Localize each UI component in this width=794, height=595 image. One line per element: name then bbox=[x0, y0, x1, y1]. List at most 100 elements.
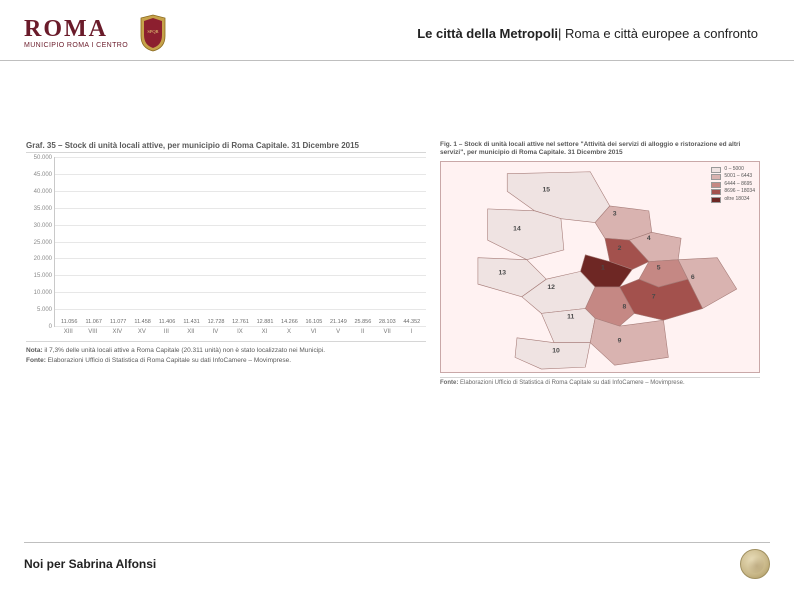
note-text: il 7,3% delle unità locali attive a Roma… bbox=[43, 347, 325, 354]
bar-wrap: 12.761 bbox=[228, 319, 252, 326]
x-tick-label: III bbox=[154, 329, 179, 335]
map-legend: 0 – 50005001 – 64436444 – 86958696 – 180… bbox=[711, 166, 755, 204]
legend-label: 8696 – 18034 bbox=[724, 188, 755, 196]
gridline: 20.000 bbox=[55, 258, 426, 259]
header-title: Le città della Metropoli| Roma e città e… bbox=[417, 26, 770, 41]
logo-subtitle: MUNICIPIO ROMA I CENTRO bbox=[24, 42, 128, 49]
bar-wrap: 16.105 bbox=[302, 319, 326, 326]
map-region-label: 12 bbox=[547, 284, 555, 291]
note-label: Nota: bbox=[26, 347, 43, 354]
x-tick-label: XIII bbox=[56, 329, 81, 335]
gridline: 5.000 bbox=[55, 309, 426, 310]
legend-row: oltre 18034 bbox=[711, 196, 755, 204]
bar-wrap: 25.856 bbox=[351, 319, 375, 326]
legend-row: 8696 – 18034 bbox=[711, 188, 755, 196]
bar-wrap: 11.431 bbox=[179, 319, 203, 326]
bar-chart: 11.05611.06711.07711.45811.40611.43112.7… bbox=[54, 157, 426, 327]
bar-value-label: 21.149 bbox=[330, 319, 347, 325]
map-source-text: Elaborazioni Ufficio di Statistica di Ro… bbox=[458, 380, 684, 386]
map-region-label: 4 bbox=[647, 235, 651, 242]
bar-value-label: 44.352 bbox=[403, 319, 420, 325]
bar-wrap: 28.103 bbox=[375, 319, 399, 326]
gridline: 10.000 bbox=[55, 292, 426, 293]
x-tick-label: XV bbox=[130, 329, 155, 335]
chart-panel: Graf. 35 – Stock di unità locali attive,… bbox=[26, 141, 426, 386]
x-tick-label: I bbox=[399, 329, 424, 335]
x-tick-label: IX bbox=[228, 329, 253, 335]
x-tick-label: IV bbox=[203, 329, 228, 335]
legend-swatch bbox=[711, 167, 721, 173]
bar-value-label: 16.105 bbox=[306, 319, 323, 325]
bar-value-label: 25.856 bbox=[354, 319, 371, 325]
gridline: 15.000 bbox=[55, 275, 426, 276]
bar-value-label: 28.103 bbox=[379, 319, 396, 325]
legend-row: 0 – 5000 bbox=[711, 166, 755, 174]
gridline: 50.000 bbox=[55, 157, 426, 158]
map-region-label: 3 bbox=[613, 211, 617, 218]
y-tick-label: 50.000 bbox=[34, 155, 52, 161]
map-title-prefix: Fig. 1 – Stock di unità locali attive ne… bbox=[440, 141, 740, 156]
y-tick-label: 25.000 bbox=[34, 240, 52, 246]
bar-wrap: 12.728 bbox=[204, 319, 228, 326]
y-tick-label: 20.000 bbox=[34, 256, 52, 262]
map-region-label: 15 bbox=[542, 186, 550, 193]
legend-row: 5001 – 6443 bbox=[711, 173, 755, 181]
bar-value-label: 11.077 bbox=[110, 319, 126, 325]
map-region-label: 5 bbox=[657, 264, 661, 271]
logo-text-block: ROMA MUNICIPIO ROMA I CENTRO bbox=[24, 17, 128, 49]
map-region-label: 7 bbox=[652, 294, 656, 301]
source-label: Fonte: bbox=[26, 357, 46, 364]
bar-value-label: 11.406 bbox=[159, 319, 175, 325]
source-text: Elaborazioni Ufficio di Statistica di Ro… bbox=[46, 357, 291, 364]
header-title-bold: Le città della Metropoli bbox=[417, 26, 558, 41]
gridline: 0 bbox=[55, 326, 426, 327]
bar-value-label: 11.067 bbox=[85, 319, 101, 325]
x-tick-label: X bbox=[277, 329, 302, 335]
map-region-label: 8 bbox=[623, 303, 627, 310]
bar-wrap: 11.056 bbox=[57, 319, 81, 326]
header-title-rest: | Roma e città europee a confronto bbox=[558, 26, 758, 41]
x-tick-label: VIII bbox=[81, 329, 106, 335]
bar-value-label: 12.728 bbox=[208, 319, 225, 325]
legend-swatch bbox=[711, 197, 721, 203]
bar-wrap: 11.077 bbox=[106, 319, 130, 326]
svg-text:SPQR: SPQR bbox=[147, 29, 158, 34]
map-title: Fig. 1 – Stock di unità locali attive ne… bbox=[440, 141, 760, 158]
x-axis-labels: XIIIVIIIXIVXVIIIXIIIVIXXIXVIVIIVIII bbox=[54, 327, 426, 335]
map-region-label: 14 bbox=[513, 225, 521, 232]
legend-label: 6444 – 8695 bbox=[724, 181, 752, 189]
header: ROMA MUNICIPIO ROMA I CENTRO SPQR Le cit… bbox=[0, 0, 794, 61]
gridline: 40.000 bbox=[55, 191, 426, 192]
choropleth-map: 151413342156781211910 0 – 50005001 – 644… bbox=[440, 161, 760, 373]
map-region bbox=[590, 318, 668, 365]
legend-label: 0 – 5000 bbox=[724, 166, 743, 174]
legend-swatch bbox=[711, 174, 721, 180]
legend-swatch bbox=[711, 189, 721, 195]
x-tick-label: V bbox=[326, 329, 351, 335]
bar-value-label: 11.431 bbox=[183, 319, 199, 325]
logo-block: ROMA MUNICIPIO ROMA I CENTRO SPQR bbox=[24, 14, 168, 52]
shield-icon: SPQR bbox=[138, 14, 168, 52]
content: Graf. 35 – Stock di unità locali attive,… bbox=[0, 61, 794, 386]
gridline: 35.000 bbox=[55, 208, 426, 209]
bar-wrap: 11.406 bbox=[155, 319, 179, 326]
bar-value-label: 14.266 bbox=[281, 319, 298, 325]
bar-wrap: 21.149 bbox=[326, 319, 350, 326]
x-tick-label: XII bbox=[179, 329, 204, 335]
y-tick-label: 40.000 bbox=[34, 189, 52, 195]
bar-value-label: 12.881 bbox=[257, 319, 274, 325]
map-region-label: 9 bbox=[618, 338, 622, 345]
legend-label: 5001 – 6443 bbox=[724, 173, 752, 181]
y-tick-label: 35.000 bbox=[34, 206, 52, 212]
map-region bbox=[488, 209, 564, 260]
y-tick-label: 15.000 bbox=[34, 273, 52, 279]
chart-title: Graf. 35 – Stock di unità locali attive,… bbox=[26, 141, 426, 153]
chart-footnotes: Nota: il 7,3% delle unità locali attive … bbox=[26, 341, 426, 366]
x-tick-label: VI bbox=[301, 329, 326, 335]
x-tick-label: XI bbox=[252, 329, 277, 335]
map-region-label: 11 bbox=[567, 313, 574, 320]
map-source-label: Fonte: bbox=[440, 380, 458, 386]
legend-row: 6444 – 8695 bbox=[711, 181, 755, 189]
y-tick-label: 45.000 bbox=[34, 172, 52, 178]
gridline: 45.000 bbox=[55, 174, 426, 175]
